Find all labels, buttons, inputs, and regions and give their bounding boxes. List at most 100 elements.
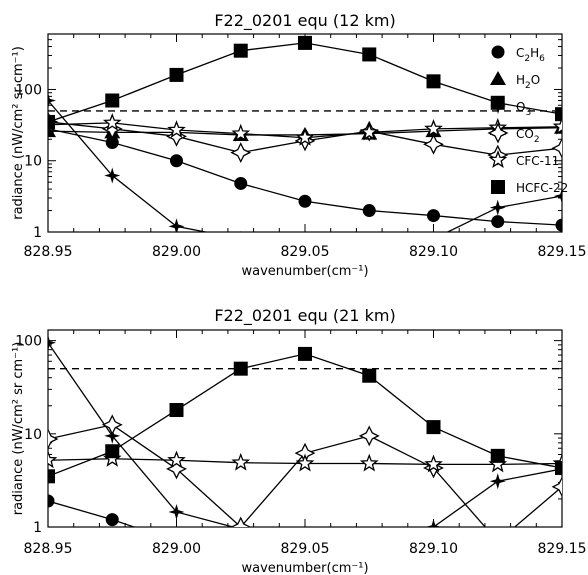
y-tick-label: 100 (15, 334, 42, 350)
data-point (490, 448, 505, 463)
legend-label: CO2 (516, 127, 540, 145)
data-point (48, 114, 55, 129)
series-o3 (48, 92, 562, 232)
legend-label: H2O (516, 73, 540, 91)
data-point (104, 167, 121, 184)
data-point (298, 346, 312, 361)
x-axis-label: wavenumber(cm⁻¹) (241, 264, 368, 279)
x-tick-label: 829.05 (281, 244, 330, 260)
data-point (491, 215, 505, 229)
legend-label-main2: H (530, 46, 539, 60)
legend-label-main2: O (531, 73, 540, 87)
legend-label-main: C (516, 46, 524, 60)
data-point (233, 361, 248, 376)
data-point (433, 230, 434, 232)
data-point (168, 503, 185, 520)
series-line (48, 100, 562, 232)
legend-item: CO2 (487, 122, 540, 145)
legend-marker-plus4open (487, 122, 509, 144)
legend-label-sub2: 6 (539, 54, 545, 64)
data-point (48, 494, 55, 508)
data-point (361, 547, 377, 561)
data-point (424, 119, 443, 137)
data-point (230, 142, 252, 164)
legend-item: CFC-11 (488, 150, 559, 168)
data-point (48, 92, 56, 109)
legend-label-sub: 2 (525, 81, 531, 91)
data-point (489, 532, 507, 550)
data-point (551, 137, 562, 159)
data-point (105, 444, 120, 459)
y-tick-label: 1 (33, 520, 42, 536)
data-point (555, 107, 562, 122)
data-point (104, 547, 120, 561)
x-tick-label: 829.15 (538, 541, 587, 557)
x-tick-label: 828.95 (24, 244, 73, 260)
legend-label: CFC-11 (516, 154, 559, 168)
y-axis-label: radiance (nW/cm² sr cm⁻¹) (11, 342, 26, 516)
data-point (424, 454, 443, 473)
legend-item: HCFC-22 (491, 180, 568, 195)
data-point (102, 113, 122, 131)
legend-marker-star (488, 150, 508, 168)
data-point (427, 209, 440, 223)
series-c2h6 (48, 494, 247, 562)
y-tick-label: 100 (15, 82, 42, 98)
data-point (426, 74, 441, 89)
legend-label-main: O (516, 100, 525, 114)
data-point (552, 116, 562, 135)
data-point (295, 127, 315, 146)
x-tick-label: 828.95 (24, 541, 73, 557)
x-tick-label: 829.10 (409, 541, 458, 557)
data-point (101, 118, 123, 140)
data-point (362, 368, 377, 383)
legend-item: C2H6 (491, 45, 545, 64)
chart-title: F22_0201 equ (21 km) (214, 306, 395, 326)
x-tick-label: 829.00 (152, 541, 201, 557)
data-point (230, 516, 252, 527)
data-point (359, 453, 379, 472)
series-cfc-11 (48, 448, 562, 473)
data-point (167, 450, 186, 469)
data-point (295, 453, 315, 472)
legend-label-sub: 2 (534, 135, 540, 145)
data-point (555, 218, 562, 232)
chart-panel-1: F22_0201 equ (12 km) 828.95 829.00 829.05 82… (11, 11, 587, 279)
y-axis-label: radiance (nW/cm² sr cm⁻¹) (11, 46, 26, 220)
legend-label: C2H6 (516, 46, 545, 64)
data-point (48, 469, 55, 484)
data-point (425, 519, 442, 527)
data-point (169, 403, 184, 418)
x-tick-label: 829.15 (538, 244, 587, 260)
data-point (233, 43, 248, 58)
legend-label-main: H (516, 73, 525, 87)
data-point (358, 425, 380, 447)
data-point (48, 428, 59, 450)
data-point (168, 218, 185, 232)
data-point (489, 473, 506, 490)
data-point (551, 476, 562, 498)
chart-panel-2: F22_0201 equ (21 km) 828.95 829.00 829.05 82… (11, 306, 587, 575)
data-point (359, 122, 379, 141)
data-point (426, 420, 441, 435)
data-point (48, 334, 56, 351)
data-point (234, 549, 247, 562)
data-point (48, 450, 58, 469)
legend-marker-square (491, 180, 505, 194)
legend-label-main: HCFC-22 (516, 181, 568, 195)
data-point (234, 176, 248, 190)
legend-label-main: CO (516, 127, 534, 141)
legend-label-sub: 2 (524, 54, 530, 64)
data-point (169, 67, 184, 82)
y-tick-label: 10 (24, 427, 42, 443)
y-tick-label: 1 (33, 225, 42, 241)
legend-label-main: CFC-11 (516, 154, 559, 168)
legend-marker-plus4 (490, 98, 506, 114)
x-tick-label: 829.10 (409, 244, 458, 260)
data-point (170, 154, 183, 168)
data-point (240, 230, 242, 232)
data-point (167, 120, 186, 138)
series-c2h6 (48, 122, 562, 232)
